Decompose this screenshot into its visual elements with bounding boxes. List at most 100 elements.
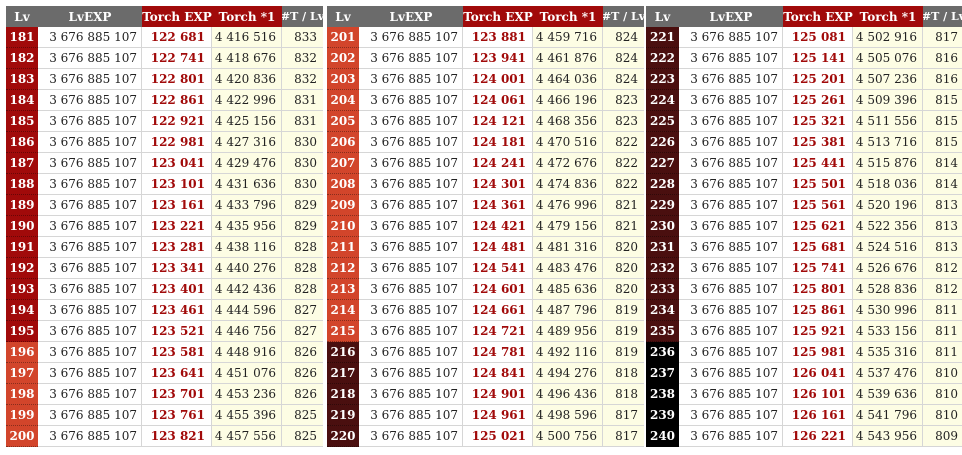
torch-exp-cell: 124 481 [463,237,533,258]
ratio-cell: 819 [603,342,644,363]
lvexp-cell: 3 676 885 107 [38,90,142,111]
level-cell: 198 [6,384,38,405]
lvexp-cell: 3 676 885 107 [359,321,463,342]
torch-exp-cell: 125 141 [783,48,853,69]
torch-exp-cell: 124 661 [463,300,533,321]
table-row: 182 3 676 885 107 122 741 4 418 676 832 [6,48,323,69]
ratio-cell: 828 [282,258,323,279]
lvexp-cell: 3 676 885 107 [679,321,783,342]
torch-exp-cell: 125 321 [783,111,853,132]
table-row: 216 3 676 885 107 124 781 4 492 116 819 [327,342,644,363]
level-cell: 210 [327,216,359,237]
torch-exp-cell: 123 941 [463,48,533,69]
table-row: 214 3 676 885 107 124 661 4 487 796 819 [327,300,644,321]
table-row: 217 3 676 885 107 124 841 4 494 276 818 [327,363,644,384]
ratio-cell: 809 [923,426,962,447]
ratio-cell: 816 [923,69,962,90]
table-row: 234 3 676 885 107 125 861 4 530 996 811 [646,300,962,321]
lvexp-cell: 3 676 885 107 [679,195,783,216]
level-cell: 223 [646,69,679,90]
table-row: 186 3 676 885 107 122 981 4 427 316 830 [6,132,323,153]
lvexp-cell: 3 676 885 107 [38,195,142,216]
level-cell: 216 [327,342,359,363]
torch-1-cell: 4 425 156 [212,111,282,132]
table-row: 199 3 676 885 107 123 761 4 455 396 825 [6,405,323,426]
level-cell: 188 [6,174,38,195]
level-cell: 205 [327,111,359,132]
ratio-cell: 815 [923,132,962,153]
ratio-cell: 830 [282,153,323,174]
ratio-cell: 822 [603,132,644,153]
level-cell: 240 [646,426,679,447]
ratio-cell: 814 [923,174,962,195]
table-row: 202 3 676 885 107 123 941 4 461 876 824 [327,48,644,69]
ratio-cell: 827 [282,300,323,321]
table-row: 211 3 676 885 107 124 481 4 481 316 820 [327,237,644,258]
torch-1-cell: 4 487 796 [533,300,603,321]
table-row: 213 3 676 885 107 124 601 4 485 636 820 [327,279,644,300]
torch-1-cell: 4 444 596 [212,300,282,321]
torch-1-cell: 4 507 236 [853,69,923,90]
level-cell: 212 [327,258,359,279]
torch-exp-cell: 123 761 [142,405,212,426]
lvexp-cell: 3 676 885 107 [38,279,142,300]
table-row: 221 3 676 885 107 125 081 4 502 916 817 [646,27,962,48]
torch-1-cell: 4 440 276 [212,258,282,279]
ratio-cell: 827 [282,321,323,342]
ratio-cell: 828 [282,279,323,300]
table-row: 194 3 676 885 107 123 461 4 444 596 827 [6,300,323,321]
lvexp-cell: 3 676 885 107 [679,405,783,426]
ratio-cell: 832 [282,69,323,90]
level-cell: 211 [327,237,359,258]
level-cell: 209 [327,195,359,216]
torch-1-cell: 4 461 876 [533,48,603,69]
lvexp-cell: 3 676 885 107 [359,216,463,237]
table-row: 212 3 676 885 107 124 541 4 483 476 820 [327,258,644,279]
ratio-cell: 812 [923,258,962,279]
lvexp-cell: 3 676 885 107 [679,342,783,363]
torch-1-cell: 4 455 396 [212,405,282,426]
ratio-cell: 819 [603,321,644,342]
lvexp-cell: 3 676 885 107 [359,48,463,69]
ratio-cell: 831 [282,90,323,111]
torch-exp-cell: 123 701 [142,384,212,405]
torch-1-cell: 4 416 516 [212,27,282,48]
table-row: 183 3 676 885 107 122 801 4 420 836 832 [6,69,323,90]
torch-1-cell: 4 459 716 [533,27,603,48]
torch-exp-cell: 125 081 [783,27,853,48]
header-torch-exp: Torch EXP [463,6,533,27]
ratio-cell: 822 [603,153,644,174]
torch-1-cell: 4 446 756 [212,321,282,342]
ratio-cell: 825 [282,426,323,447]
lvexp-cell: 3 676 885 107 [38,342,142,363]
torch-1-cell: 4 513 716 [853,132,923,153]
ratio-cell: 823 [603,111,644,132]
torch-1-cell: 4 470 516 [533,132,603,153]
torch-1-cell: 4 502 916 [853,27,923,48]
lvexp-cell: 3 676 885 107 [38,300,142,321]
ratio-cell: 820 [603,258,644,279]
torch-exp-cell: 123 161 [142,195,212,216]
table-row: 231 3 676 885 107 125 681 4 524 516 813 [646,237,962,258]
table-row: 229 3 676 885 107 125 561 4 520 196 813 [646,195,962,216]
level-cell: 207 [327,153,359,174]
lvexp-cell: 3 676 885 107 [679,384,783,405]
torch-1-cell: 4 511 556 [853,111,923,132]
table-row: 226 3 676 885 107 125 381 4 513 716 815 [646,132,962,153]
torch-exp-cell: 123 521 [142,321,212,342]
table-row: 238 3 676 885 107 126 101 4 539 636 810 [646,384,962,405]
torch-1-cell: 4 539 636 [853,384,923,405]
torch-1-cell: 4 468 356 [533,111,603,132]
table-row: 232 3 676 885 107 125 741 4 526 676 812 [646,258,962,279]
ratio-cell: 830 [282,132,323,153]
torch-exp-cell: 122 741 [142,48,212,69]
lvexp-cell: 3 676 885 107 [38,153,142,174]
lvexp-cell: 3 676 885 107 [359,279,463,300]
table-row: 206 3 676 885 107 124 181 4 470 516 822 [327,132,644,153]
torch-1-cell: 4 498 596 [533,405,603,426]
torch-1-cell: 4 422 996 [212,90,282,111]
ratio-cell: 823 [603,90,644,111]
lvexp-cell: 3 676 885 107 [38,69,142,90]
level-cell: 219 [327,405,359,426]
table-row: 237 3 676 885 107 126 041 4 537 476 810 [646,363,962,384]
